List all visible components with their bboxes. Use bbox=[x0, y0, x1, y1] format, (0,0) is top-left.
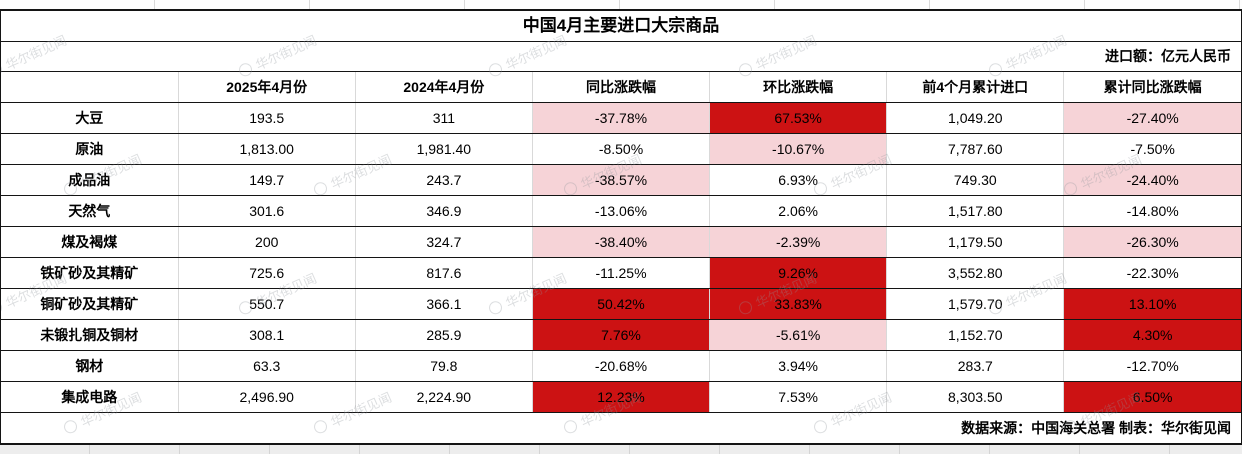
header-2025-april: 2025年4月份 bbox=[177, 72, 356, 103]
table-row: 铜矿砂及其精矿 550.7 366.1 50.42% 33.83% 1,579.70 13.… bbox=[1, 288, 1241, 320]
table-body: 大豆 193.5 311 -37.78% 67.53% 1,049.20 -27.40% 原油… bbox=[1, 102, 1241, 412]
table-row: 集成电路 2,496.90 2,224.90 12.23% 7.53% 8,303.50 6… bbox=[1, 381, 1241, 412]
table-row: 天然气 301.6 346.9 -13.06% 2.06% 1,517.80 -14.80% bbox=[1, 195, 1241, 227]
cell-yoy-change: -20.68% bbox=[531, 350, 710, 382]
cell-mom-change: 9.26% bbox=[709, 257, 887, 289]
cell-cumulative-yoy: -14.80% bbox=[1063, 195, 1241, 227]
cell-2024-value: 324.7 bbox=[354, 226, 533, 258]
cell-yoy-change: 7.76% bbox=[531, 319, 710, 351]
cell-2024-value: 243.7 bbox=[354, 164, 533, 196]
cell-cumulative: 3,552.80 bbox=[886, 257, 1064, 289]
cell-mom-change: 7.53% bbox=[709, 381, 887, 412]
table-title: 中国4月主要进口大宗商品 bbox=[1, 11, 1241, 42]
cell-commodity-name: 集成电路 bbox=[61, 388, 118, 405]
cell-2024-value: 2,224.90 bbox=[354, 381, 533, 412]
cell-2025-value: 725.6 bbox=[177, 257, 356, 289]
cell-yoy-change: -13.06% bbox=[531, 195, 710, 227]
cell-mom-change: 67.53% bbox=[709, 102, 887, 134]
cell-mom-change: 33.83% bbox=[709, 288, 887, 320]
cell-yoy-change: -8.50% bbox=[531, 133, 710, 165]
cropped-cells-strip-top bbox=[0, 0, 1242, 9]
cell-commodity-name: 成品油 bbox=[1, 164, 179, 196]
unit-note: 进口额：亿元人民币 bbox=[1, 42, 1241, 72]
cell-commodity-name: 大豆 bbox=[1, 102, 179, 134]
table-row: 成品油 149.7 243.7 -38.57% 6.93% 749.30 -24.40% bbox=[1, 164, 1241, 196]
data-table: 2025年4月份 2024年4月份 同比涨跌幅 环比涨跌幅 前4个月累计进口 累… bbox=[1, 72, 1241, 412]
cell-cumulative: 8,303.50 bbox=[886, 381, 1064, 412]
cell-2025-value: 1,813.00 bbox=[177, 133, 356, 165]
cell-2024-value: 79.8 bbox=[354, 350, 533, 382]
header-yoy-change: 同比涨跌幅 bbox=[531, 72, 710, 103]
cell-2025-value: 308.1 bbox=[177, 319, 356, 351]
cell-commodity-name: 天然气 bbox=[1, 195, 179, 227]
cell-yoy-change: -37.78% bbox=[531, 102, 710, 134]
cell-cumulative-yoy: -7.50% bbox=[1063, 133, 1241, 165]
cell-commodity-name: 原油 bbox=[1, 133, 179, 165]
cell-2024-value: 346.9 bbox=[354, 195, 533, 227]
cell-2024-value: 1,981.40 bbox=[354, 133, 533, 165]
cell-commodity-name: 铜矿砂及其精矿 bbox=[1, 288, 179, 320]
table-row: 煤及褐煤 200 324.7 -38.40% -2.39% 1,179.50 -26.30% bbox=[1, 226, 1241, 258]
cell-cumulative-yoy: -27.40% bbox=[1063, 102, 1241, 134]
cell-2025-value: 200 bbox=[177, 226, 356, 258]
table-row: 大豆 193.5 311 -37.78% 67.53% 1,049.20 -27.40% bbox=[1, 102, 1241, 134]
cell-cumulative: 749.30 bbox=[886, 164, 1064, 196]
cell-2024-value: 311 bbox=[354, 102, 533, 134]
header-cumulative-yoy: 累计同比涨跌幅 bbox=[1063, 72, 1241, 103]
cell-cumulative-yoy: -12.70% bbox=[1063, 350, 1241, 382]
cell-2025-value: 193.5 bbox=[177, 102, 356, 134]
cell-2025-value: 63.3 bbox=[177, 350, 356, 382]
table-row: 未锻扎铜及铜材 308.1 285.9 7.76% -5.61% 1,152.70 4.30… bbox=[1, 319, 1241, 351]
cell-mom-change: 6.93% bbox=[709, 164, 887, 196]
cell-cumulative: 7,787.60 bbox=[886, 133, 1064, 165]
cell-commodity-name: 钢材 bbox=[1, 350, 179, 382]
source-note: 数据来源：中国海关总署 制表：华尔街见闻 bbox=[1, 412, 1241, 443]
cell-yoy-change: 12.23% bbox=[531, 381, 710, 412]
cell-cumulative: 283.7 bbox=[886, 350, 1064, 382]
cell-cumulative: 1,579.70 bbox=[886, 288, 1064, 320]
cell-yoy-change: 50.42% bbox=[531, 288, 710, 320]
header-2024-april: 2024年4月份 bbox=[354, 72, 533, 103]
cell-2025-value: 2,496.90 bbox=[177, 381, 356, 412]
cell-cumulative-yoy: 6.50% bbox=[1063, 381, 1241, 412]
cell-yoy-change: -38.57% bbox=[531, 164, 710, 196]
cell-cumulative-yoy: 4.30% bbox=[1063, 319, 1241, 351]
cell-mom-change: -5.61% bbox=[709, 319, 887, 351]
table-row: 钢材 63.3 79.8 -20.68% 3.94% 283.7 -12.70% bbox=[1, 350, 1241, 382]
table-row: 铁矿砂及其精矿 725.6 817.6 -11.25% 9.26% 3,552.80 -22… bbox=[1, 257, 1241, 289]
cell-yoy-change: -11.25% bbox=[531, 257, 710, 289]
cell-2025-value: 550.7 bbox=[177, 288, 356, 320]
header-cumulative-import: 前4个月累计进口 bbox=[886, 72, 1064, 103]
cell-yoy-change: -38.40% bbox=[531, 226, 710, 258]
header-commodity-blank bbox=[1, 72, 179, 103]
cell-mom-change: 2.06% bbox=[709, 195, 887, 227]
cell-2025-value: 301.6 bbox=[177, 195, 356, 227]
cell-cumulative-yoy: -26.30% bbox=[1063, 226, 1241, 258]
cell-2024-value: 285.9 bbox=[354, 319, 533, 351]
header-mom-change: 环比涨跌幅 bbox=[709, 72, 887, 103]
table-row: 原油 1,813.00 1,981.40 -8.50% -10.67% 7,787.60-… bbox=[1, 133, 1241, 165]
cell-2025-value: 149.7 bbox=[177, 164, 356, 196]
cell-cumulative: 1,152.70 bbox=[886, 319, 1064, 351]
cell-commodity-name: 煤及褐煤 bbox=[1, 226, 179, 258]
cell-commodity-name: 铁矿砂及其精矿 bbox=[1, 257, 179, 289]
cell-cumulative: 1,049.20 bbox=[886, 102, 1064, 134]
commodity-import-table: 华尔街见闻 华尔街见闻 华尔街见闻 华尔街见闻 华尔街见闻 华尔街见闻 华尔街见闻 华尔街见闻… bbox=[0, 9, 1242, 445]
cell-2024-value: 366.1 bbox=[354, 288, 533, 320]
cell-cumulative-yoy: -22.30% bbox=[1063, 257, 1241, 289]
cell-mom-change: -2.39% bbox=[709, 226, 887, 258]
table-header: 2025年4月份 2024年4月份 同比涨跌幅 环比涨跌幅 前4个月累计进口 累… bbox=[1, 72, 1241, 103]
cell-mom-change: -10.67% bbox=[709, 133, 887, 165]
cell-commodity-name: 未锻扎铜及铜材 bbox=[1, 319, 179, 351]
cell-cumulative: 1,517.80 bbox=[886, 195, 1064, 227]
header-row: 2025年4月份 2024年4月份 同比涨跌幅 环比涨跌幅 前4个月累计进口 累… bbox=[1, 72, 1241, 103]
cropped-cells-strip-bottom bbox=[0, 445, 1242, 454]
cell-mom-change: 3.94% bbox=[709, 350, 887, 382]
cell-cumulative-yoy: -24.40% bbox=[1063, 164, 1241, 196]
cell-cumulative-yoy: 13.10% bbox=[1063, 288, 1241, 320]
cell-2024-value: 817.6 bbox=[354, 257, 533, 289]
cell-cumulative: 1,179.50 bbox=[886, 226, 1064, 258]
